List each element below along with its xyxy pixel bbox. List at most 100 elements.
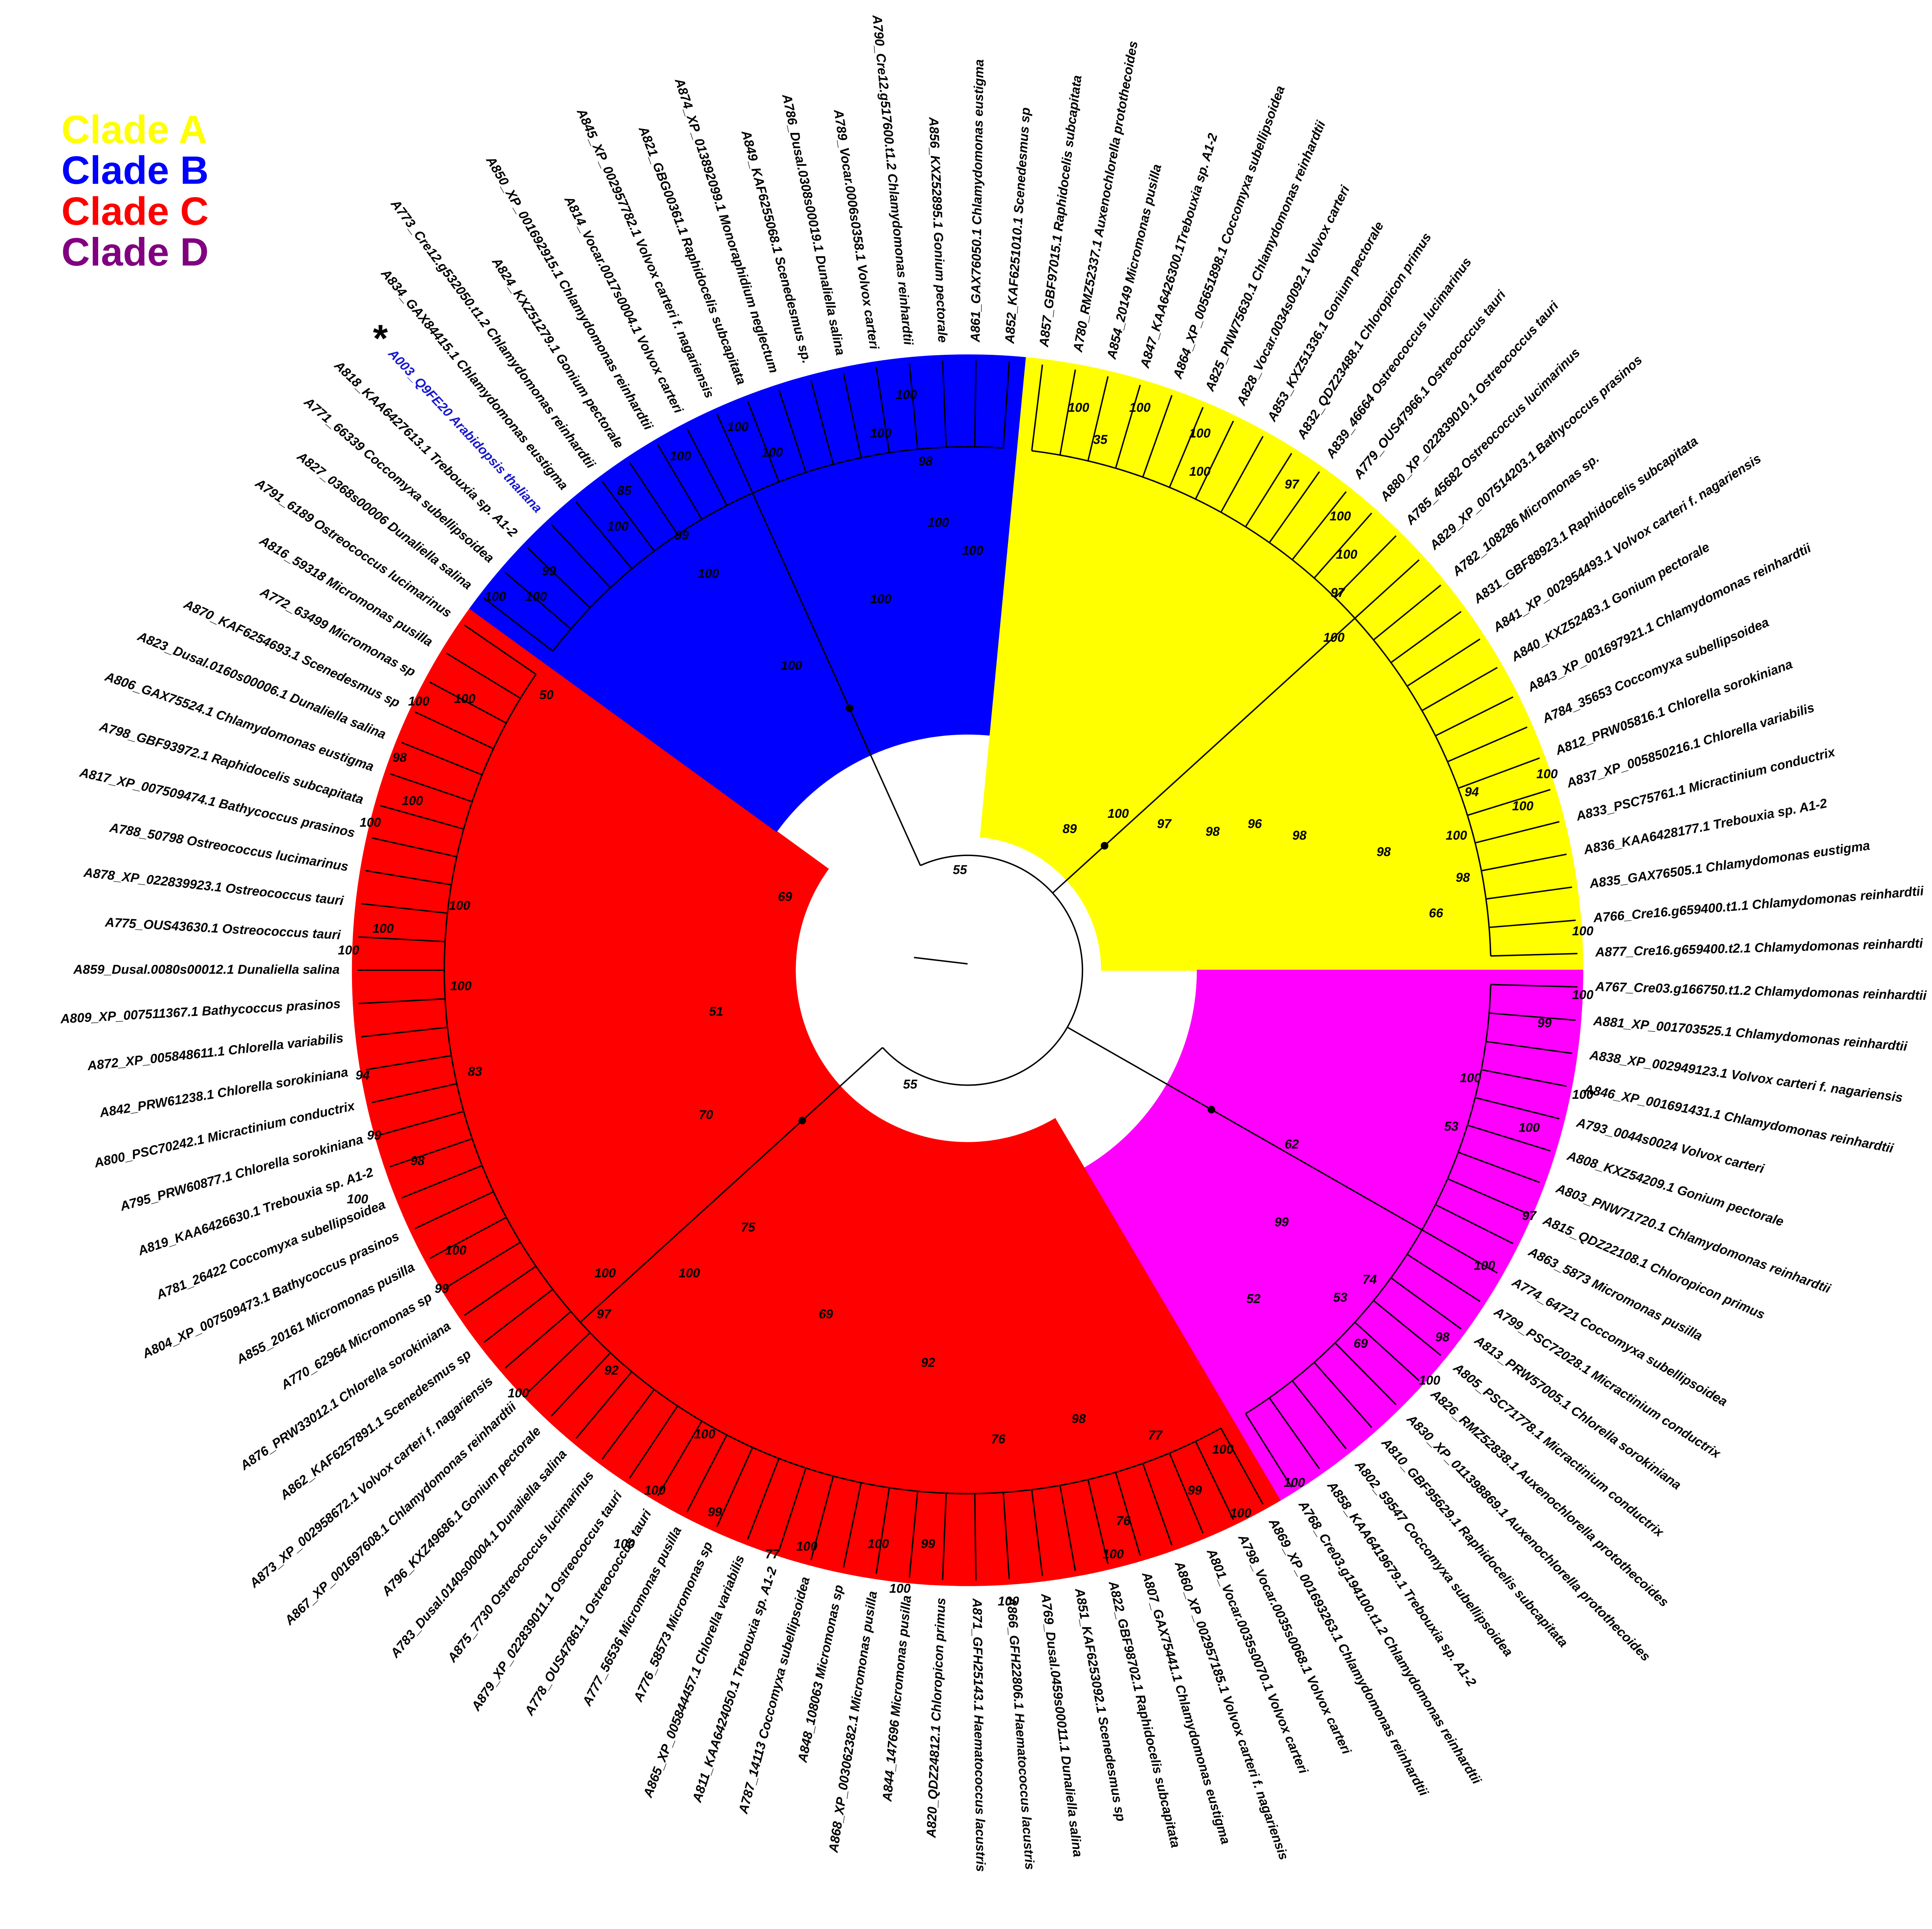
node <box>798 1117 806 1125</box>
support-value: 100 <box>870 426 892 440</box>
support-value: 98 <box>1456 870 1470 884</box>
terminal-branch <box>1481 853 1567 872</box>
leaf-label: A841_XP_002954493.1 Volvox carteri f. na… <box>1490 451 1764 635</box>
support-value: 100 <box>1519 1120 1540 1135</box>
terminal-branch <box>778 1468 807 1551</box>
support-value: 100 <box>1129 400 1151 415</box>
terminal-branch <box>483 598 553 652</box>
support-value: 100 <box>1212 1442 1234 1456</box>
terminal-branch <box>843 1482 862 1568</box>
support-value: 100 <box>762 445 783 459</box>
terminal-branch <box>1002 361 1010 448</box>
terminal-branch <box>1220 436 1264 513</box>
terminal-branch <box>1458 757 1540 789</box>
leaf-label: A830_XP_011398869.1 Auxenochlorella prot… <box>1404 1412 1653 1664</box>
clade-wedge <box>1101 936 1583 971</box>
node <box>1208 1105 1216 1113</box>
terminal-branch <box>1087 376 1109 461</box>
terminal-branch <box>429 681 507 724</box>
support-value: 100 <box>698 566 719 581</box>
leaf-label: A867_XP_001697608.1 Chlamydomonas reinha… <box>282 1400 519 1628</box>
terminal-branch <box>1390 611 1462 663</box>
terminal-branch <box>380 1110 464 1136</box>
terminal-branch <box>778 390 807 473</box>
terminal-branch <box>1002 1492 1010 1579</box>
support-value: 51 <box>709 1004 723 1018</box>
terminal-branch <box>372 1083 457 1103</box>
support-value: 98 <box>1435 1330 1450 1344</box>
support-value: 100 <box>1512 799 1534 813</box>
terminal-branch <box>1087 1479 1109 1565</box>
leaf-label: A878_XP_022839923.1 Ostreococcus tauri <box>83 865 345 908</box>
support-value: 100 <box>449 898 471 913</box>
support-value: 100 <box>1323 630 1345 644</box>
support-value: 100 <box>1336 547 1358 562</box>
support-value: 100 <box>402 793 423 808</box>
terminal-branch <box>361 1027 448 1038</box>
support-value: 99 <box>708 1505 722 1519</box>
terminal-branch <box>1291 491 1347 560</box>
terminal-branch <box>1422 1229 1498 1274</box>
support-value: 100 <box>1068 400 1090 415</box>
leaf-marker: * <box>373 317 388 360</box>
terminal-branch <box>401 742 483 776</box>
leaf-label: A871_GFH25143.1 Haematococcus lacustris <box>969 1598 988 1872</box>
clade-wedges <box>352 354 1583 1586</box>
support-value: 76 <box>991 1432 1005 1446</box>
terminal-branch <box>747 400 780 482</box>
terminal-branch <box>1334 1342 1397 1405</box>
terminal-branch <box>629 462 679 535</box>
support-value: 100 <box>679 1266 700 1280</box>
terminal-branch <box>380 805 464 830</box>
terminal-branch <box>527 547 591 608</box>
support-value: 74 <box>1362 1272 1377 1287</box>
leaf-label: A807_GAX75441.1 Chlamydomonas eustigma <box>1139 1570 1233 1846</box>
terminal-branch <box>1142 395 1173 477</box>
node <box>1100 842 1109 850</box>
terminal-branch <box>401 1165 483 1199</box>
support-value: 85 <box>617 483 631 497</box>
leaf-label: A856_KXZ52895.1 Gonium pectorale <box>926 116 950 343</box>
leaf-label: A877_Cre16.g659400.t2.1 Chlamydomonas re… <box>1595 936 1923 960</box>
support-value: 100 <box>1460 1071 1481 1085</box>
support-value: 100 <box>445 1243 467 1257</box>
support-value: 53 <box>1444 1119 1459 1133</box>
support-value: 100 <box>408 694 430 708</box>
terminal-branch <box>1406 638 1481 687</box>
terminal-branch <box>1059 1485 1076 1571</box>
support-value: 100 <box>1536 767 1558 781</box>
support-value: 100 <box>1572 987 1594 1002</box>
support-value: 100 <box>998 1594 1019 1608</box>
terminal-branch <box>1313 512 1372 579</box>
support-value: 99 <box>1188 1483 1202 1497</box>
terminal-branch <box>908 1491 918 1578</box>
support-value: 35 <box>1093 432 1107 446</box>
leaf-label: A826_RMZ52838.1 Auxenochlorella protothe… <box>1428 1387 1671 1610</box>
leaf-label: A863_5873 Micromonas pusilla <box>1526 1245 1705 1344</box>
leaf-label: A772_63499 Micromonas sp <box>258 585 418 679</box>
support-value: 98 <box>1377 844 1391 859</box>
terminal-branch <box>1291 1380 1347 1449</box>
leaf-label: A770_62964 Micromonas sp <box>278 1290 434 1393</box>
clade-wedge <box>352 974 797 1022</box>
support-value: 69 <box>1354 1336 1368 1350</box>
terminal-branch <box>1313 1362 1372 1428</box>
terminal-branch <box>1168 407 1204 488</box>
support-value: 100 <box>1189 464 1211 478</box>
terminal-branch <box>657 1421 702 1497</box>
leaf-label: A820_QDZ24812.1 Chloropicon primus <box>924 1597 948 1839</box>
support-value: 100 <box>372 921 394 935</box>
terminal-branch <box>414 711 494 749</box>
support-value: 94 <box>1464 785 1479 799</box>
terminal-branch <box>1373 1300 1442 1356</box>
terminal-branch <box>1422 667 1498 712</box>
terminal-branch <box>716 414 753 494</box>
clade-root-branch <box>849 708 921 866</box>
terminal-branch <box>1486 1040 1572 1054</box>
support-value: 75 <box>741 1220 755 1234</box>
clade-root-branch <box>1052 845 1105 894</box>
clade-wedge <box>450 608 829 878</box>
terminal-branch <box>1245 453 1293 527</box>
